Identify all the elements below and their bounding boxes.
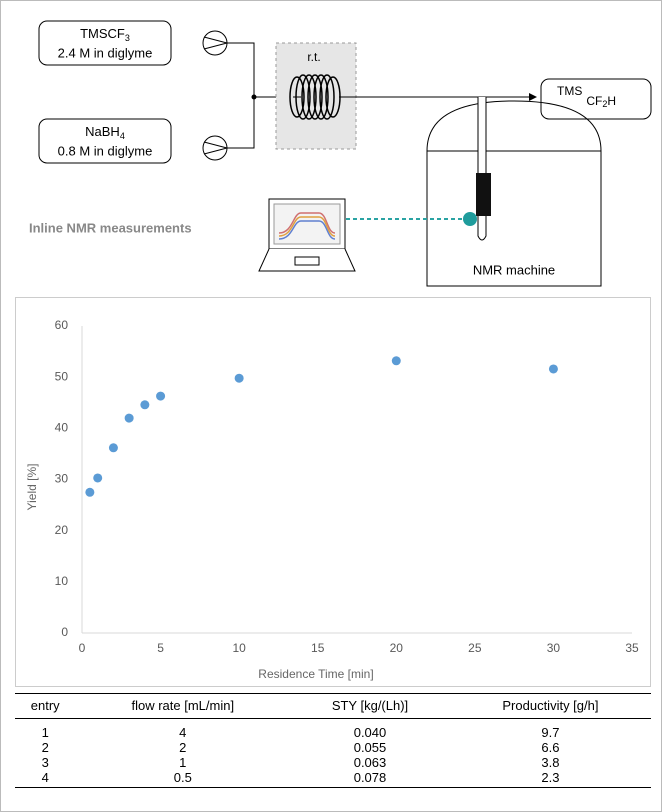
data-point — [391, 356, 401, 366]
x-tick-label: 10 — [232, 641, 246, 655]
table-cell: 0.5 — [75, 770, 291, 788]
header-row: entry flow rate [mL/min] STY [kg/(Lh)] Prod… — [15, 693, 651, 719]
sensor — [463, 212, 477, 226]
table-cell: 6.6 — [541, 740, 560, 755]
product: TMSCF2H — [557, 84, 616, 109]
table-cell: 2 — [41, 740, 49, 755]
x-axis-label: Residence Time [min] — [258, 667, 373, 681]
y-tick-label: 40 — [55, 421, 69, 435]
x-tick-label: 35 — [625, 641, 639, 655]
table-cell: 0.063 — [353, 755, 387, 770]
probe — [476, 173, 491, 216]
results-table: entry flow rate [mL/min] STY [kg/(Lh)] Prod… — [15, 693, 651, 788]
table-body: 1 4 0.040 9.7 2 2 0.055 6.6 3 1 0.063 3.8 4 0.5 0.078 2… — [15, 719, 651, 788]
data-point — [234, 373, 244, 383]
x-tick-label: 20 — [390, 641, 404, 655]
flow-diagram: TMSCF3 2.4 M in diglyme NaBH4 0.8 M in d… — [29, 20, 652, 287]
table-cell: 2.3 — [449, 770, 651, 788]
y-axis-label: Yield [%] — [25, 464, 39, 511]
data-point — [85, 487, 95, 497]
table-cell: 3.8 — [541, 755, 560, 770]
reagent-name: NaBH4 — [85, 124, 125, 141]
table-cell: 0.040 — [353, 725, 387, 740]
table-row: 2 2 0.055 6.6 — [15, 740, 651, 755]
table-row: 3 1 0.063 3.8 — [15, 755, 651, 770]
x-tick-label: 0 — [79, 641, 86, 655]
y-tick-label: 10 — [55, 574, 69, 588]
table-cell: 9.7 — [541, 725, 560, 740]
table-cell: 2 — [179, 740, 187, 755]
inline-label: Inline NMR measurements — [29, 220, 192, 235]
x-tick-label: 30 — [547, 641, 561, 655]
table-cell: 1 — [179, 755, 187, 770]
x-tick-label: 15 — [311, 641, 325, 655]
table-row: 1 4 0.040 9.7 — [15, 719, 651, 741]
table-cell: 0.055 — [353, 740, 387, 755]
chart-frame — [15, 297, 651, 687]
reagent-box — [38, 118, 172, 164]
nmr-label: NMR machine — [473, 262, 555, 277]
y-tick-label: 60 — [55, 318, 69, 332]
reagent-conc: 0.8 M in diglyme — [58, 143, 153, 158]
y-tick-label: 30 — [55, 472, 69, 486]
laptop — [258, 198, 356, 272]
table-cell: 4 — [179, 725, 187, 740]
data-point — [93, 473, 103, 483]
data-point — [108, 443, 118, 453]
header-cell: STY [kg/(Lh)] — [290, 693, 450, 719]
header-cell: Productivity [g/h] — [449, 693, 651, 719]
nmr-machine — [426, 100, 602, 287]
data-point — [124, 413, 134, 423]
table-cell: 4 — [15, 770, 76, 788]
chart: Residence Time [min] Yield [%] 0 10 20 30 40… — [15, 297, 651, 687]
header-cell: flow rate [mL/min] — [75, 693, 291, 719]
reagent-box — [38, 20, 172, 66]
x-tick-label: 5 — [157, 641, 164, 655]
junction — [251, 94, 257, 100]
x-tick-label: 25 — [468, 641, 482, 655]
data-point — [140, 400, 150, 410]
header-cell: entry — [15, 693, 76, 719]
data-point — [156, 391, 166, 401]
table-cell: 1 — [41, 725, 49, 740]
reagent-name: TMSCF3 — [80, 26, 130, 43]
y-tick-label: 20 — [55, 523, 69, 537]
y-tick-label: 50 — [55, 369, 69, 383]
product-box — [540, 78, 652, 120]
reagent-conc: 2.4 M in diglyme — [58, 45, 153, 60]
table-cell: 3 — [41, 755, 49, 770]
data-point — [548, 364, 558, 374]
reactor-label: r.t. — [307, 50, 320, 64]
table-cell: 0.078 — [290, 770, 450, 788]
nmr-tube — [477, 97, 487, 241]
y-tick-label: 0 — [61, 625, 68, 639]
table-row: 4 0.5 0.078 2.3 — [15, 770, 651, 788]
